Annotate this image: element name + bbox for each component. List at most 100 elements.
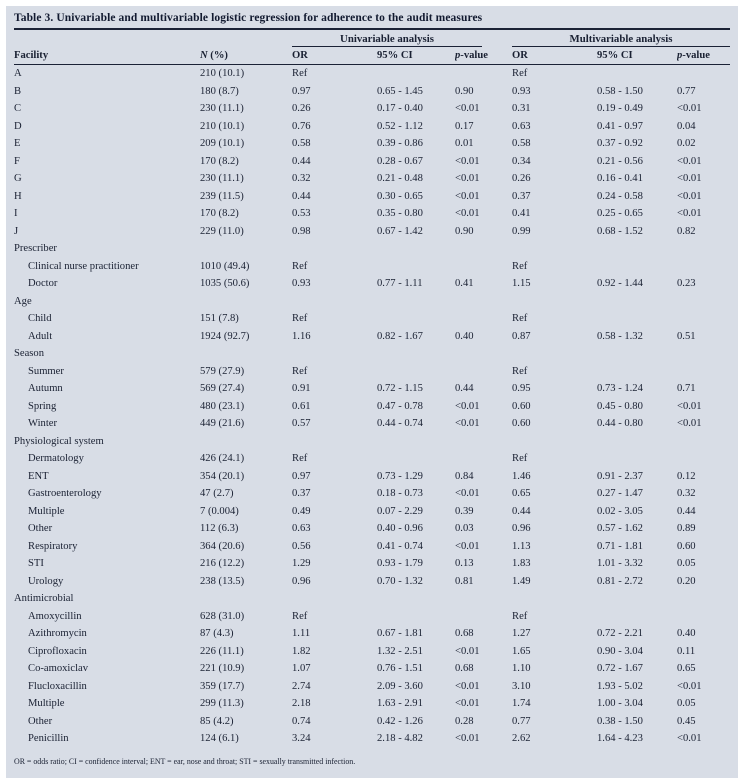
table-row: A 210 (10.1) Ref Ref	[14, 65, 730, 83]
cell-p-uni: 0.90	[455, 85, 474, 97]
cell-label: Gastroenterology	[28, 488, 102, 500]
cell-p-multi: 0.40	[677, 628, 696, 640]
cell-ci-uni: 0.17 - 0.40	[377, 103, 423, 115]
cell-ci-uni: 0.07 - 2.29	[377, 505, 423, 517]
column-header-facility: Facility	[14, 50, 49, 61]
cell-p-uni: <0.01	[455, 103, 480, 115]
cell-ci-multi: 0.38 - 1.50	[597, 715, 643, 727]
cell-ci-uni: 0.39 - 0.86	[377, 138, 423, 150]
cell-ci-multi: 0.72 - 2.21	[597, 628, 643, 640]
cell-n-pct: 151 (7.8)	[200, 313, 239, 325]
cell-ci-uni: 0.21 - 0.48	[377, 173, 423, 185]
cell-p-multi: 0.77	[677, 85, 696, 97]
cell-p-multi: 0.82	[677, 225, 696, 237]
cell-p-uni: <0.01	[455, 155, 480, 167]
cell-label: STI	[28, 558, 44, 570]
header-rule	[14, 64, 730, 65]
cell-or-multi: 0.44	[512, 505, 531, 517]
cell-p-uni: 0.41	[455, 278, 474, 290]
cell-p-uni: 0.81	[455, 575, 474, 587]
cell-label: Amoxycillin	[28, 610, 82, 622]
cell-or-multi: 0.65	[512, 488, 531, 500]
cell-or-multi: 0.37	[512, 190, 531, 202]
cell-label: Child	[28, 313, 52, 325]
cell-n-pct: 354 (20.1)	[200, 470, 245, 482]
cell-label: E	[14, 138, 21, 150]
cell-label: H	[14, 190, 22, 202]
cell-ci-uni: 0.35 - 0.80	[377, 208, 423, 220]
section-row: Prescriber	[14, 240, 730, 258]
cell-label: Flucloxacillin	[28, 680, 87, 692]
column-header-ci-uni: 95% CI	[377, 50, 413, 61]
cell-or-uni: Ref	[292, 610, 308, 622]
cell-p-uni: <0.01	[455, 488, 480, 500]
cell-n-pct: 628 (31.0)	[200, 610, 245, 622]
cell-ci-uni: 0.40 - 0.96	[377, 523, 423, 535]
table-row: Multiple 299 (11.3) 2.18 1.63 - 2.91 <0.01 1.…	[14, 695, 730, 713]
cell-ci-uni: 0.28 - 0.67	[377, 155, 423, 167]
cell-or-uni: 2.18	[292, 698, 311, 710]
cell-n-pct: 124 (6.1)	[200, 733, 239, 745]
table-row: E 209 (10.1) 0.58 0.39 - 0.86 0.01 0.58 0.37 -…	[14, 135, 730, 153]
cell-ci-uni: 0.41 - 0.74	[377, 540, 423, 552]
table-row: Penicillin 124 (6.1) 3.24 2.18 - 4.82 <0.01 2…	[14, 730, 730, 748]
cell-n-pct: 170 (8.2)	[200, 208, 239, 220]
table-row: Urology 238 (13.5) 0.96 0.70 - 1.32 0.81 1.49…	[14, 573, 730, 591]
cell-ci-uni: 0.42 - 1.26	[377, 715, 423, 727]
cell-label: Co-amoxiclav	[28, 663, 89, 675]
cell-p-uni: <0.01	[455, 173, 480, 185]
cell-p-multi: 0.20	[677, 575, 696, 587]
column-header-row: Facility N (%) OR 95% CI p-value OR 95% CI p-va…	[14, 47, 730, 64]
table-title: Table 3. Univariable and multivariable l…	[14, 6, 730, 30]
cell-ci-uni: 0.73 - 1.29	[377, 470, 423, 482]
cell-ci-multi: 1.93 - 5.02	[597, 680, 643, 692]
cell-label: Multiple	[28, 505, 65, 517]
cell-ci-uni: 0.93 - 1.79	[377, 558, 423, 570]
cell-label: B	[14, 85, 22, 97]
cell-or-multi: 0.63	[512, 120, 531, 132]
cell-ci-uni: 0.18 - 0.73	[377, 488, 423, 500]
cell-ci-multi: 0.25 - 0.65	[597, 208, 643, 220]
table-row: D 210 (10.1) 0.76 0.52 - 1.12 0.17 0.63 0.41 -…	[14, 118, 730, 136]
cell-ci-multi: 0.68 - 1.52	[597, 225, 643, 237]
cell-or-uni: 0.53	[292, 208, 311, 220]
cell-or-uni: 0.44	[292, 155, 311, 167]
column-header-n-pct: N (%)	[200, 50, 228, 61]
table-row: J 229 (11.0) 0.98 0.67 - 1.42 0.90 0.99 0.68 -…	[14, 223, 730, 241]
cell-label: Antimicrobial	[14, 593, 74, 605]
cell-n-pct: 210 (10.1)	[200, 68, 245, 80]
cell-n-pct: 209 (10.1)	[200, 138, 245, 150]
cell-or-uni: 0.44	[292, 190, 311, 202]
table-row: Ciprofloxacin 226 (11.1) 1.82 1.32 - 2.51 <0…	[14, 643, 730, 661]
cell-p-multi: <0.01	[677, 155, 702, 167]
cell-p-multi: <0.01	[677, 208, 702, 220]
cell-or-multi: Ref	[512, 68, 528, 80]
cell-or-multi: 0.26	[512, 173, 531, 185]
cell-ci-multi: 0.37 - 0.92	[597, 138, 643, 150]
cell-label: C	[14, 103, 22, 115]
cell-n-pct: 1924 (92.7)	[200, 330, 250, 342]
cell-or-multi: 1.13	[512, 540, 531, 552]
cell-p-uni: 0.68	[455, 628, 474, 640]
cell-label: F	[14, 155, 20, 167]
cell-or-multi: 0.99	[512, 225, 531, 237]
cell-or-multi: 0.95	[512, 383, 531, 395]
cell-p-multi: <0.01	[677, 418, 702, 430]
cell-n-pct: 299 (11.3)	[200, 698, 244, 710]
cell-ci-multi: 0.45 - 0.80	[597, 400, 643, 412]
cell-or-uni: 0.26	[292, 103, 311, 115]
cell-label: Prescriber	[14, 243, 57, 255]
table-row: Gastroenterology 47 (2.7) 0.37 0.18 - 0.73 <…	[14, 485, 730, 503]
cell-n-pct: 364 (20.6)	[200, 540, 245, 552]
cell-label: Winter	[28, 418, 57, 430]
cell-label: Physiological system	[14, 435, 104, 447]
cell-p-uni: <0.01	[455, 733, 480, 745]
table-row: Azithromycin 87 (4.3) 1.11 0.67 - 1.81 0.68 1…	[14, 625, 730, 643]
cell-n-pct: 579 (27.9)	[200, 365, 245, 377]
cell-n-pct: 449 (21.6)	[200, 418, 245, 430]
cell-label: Multiple	[28, 698, 65, 710]
cell-p-multi: 0.23	[677, 278, 696, 290]
cell-or-uni: 1.16	[292, 330, 311, 342]
cell-or-multi: 3.10	[512, 680, 531, 692]
cell-p-uni: <0.01	[455, 698, 480, 710]
